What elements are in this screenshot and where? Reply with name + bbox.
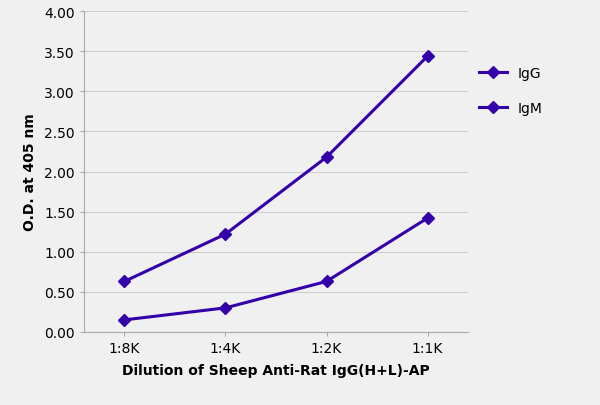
IgG [222, 232, 229, 237]
X-axis label: Dilution of Sheep Anti-Rat IgG(H+L)-AP: Dilution of Sheep Anti-Rat IgG(H+L)-AP [122, 363, 430, 377]
IgM [222, 306, 229, 311]
IgG [424, 55, 431, 60]
IgM [121, 318, 128, 322]
Line: IgM: IgM [120, 214, 432, 324]
Line: IgG: IgG [120, 53, 432, 286]
Y-axis label: O.D. at 405 nm: O.D. at 405 nm [23, 113, 37, 231]
IgM [424, 216, 431, 221]
IgG [323, 155, 330, 160]
IgM [323, 279, 330, 284]
Legend: IgG, IgM: IgG, IgM [479, 67, 542, 116]
IgG [121, 279, 128, 284]
